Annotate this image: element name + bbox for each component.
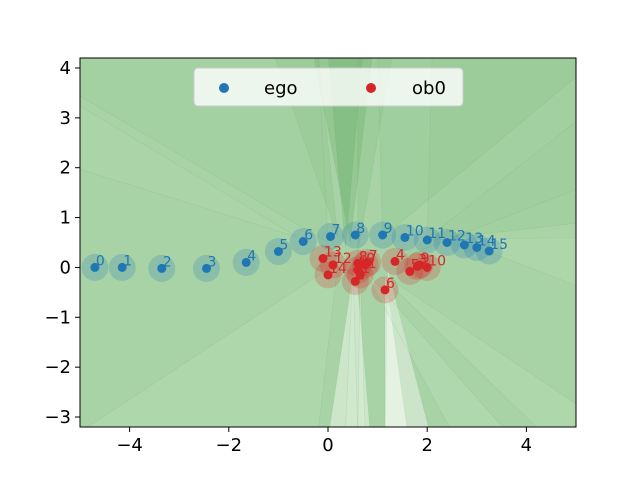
point-label-ego-13: 13 bbox=[465, 231, 483, 247]
point-ego-9 bbox=[378, 230, 388, 240]
visibility-wedge bbox=[87, 261, 339, 427]
legend-box bbox=[193, 67, 464, 107]
point-label-ego-10: 10 bbox=[406, 224, 424, 240]
x-tick-label: 0 bbox=[322, 435, 333, 456]
point-label-ob0-1: 1 bbox=[361, 261, 370, 277]
point-label-ego-14: 14 bbox=[478, 234, 496, 250]
legend-marker-ob0 bbox=[366, 83, 376, 93]
point-label-ego-11: 11 bbox=[428, 226, 446, 242]
point-ego-0 bbox=[90, 262, 100, 272]
y-tick-label: 4 bbox=[60, 58, 71, 79]
point-ob0-14 bbox=[323, 270, 333, 280]
point-label-ego-7: 7 bbox=[332, 223, 341, 239]
point-label-ego-3: 3 bbox=[208, 254, 217, 270]
point-ob0-11 bbox=[353, 265, 363, 275]
point-label-ob0-8: 8 bbox=[359, 249, 368, 265]
point-ob0-10 bbox=[422, 262, 432, 272]
point-label-ob0-6: 6 bbox=[386, 276, 395, 292]
point-ob0-2 bbox=[350, 276, 360, 286]
point-label-ob0-9: 9 bbox=[421, 251, 430, 267]
visibility-wedge bbox=[384, 267, 429, 427]
point-label-ob0-2: 2 bbox=[356, 267, 365, 283]
point-label-ego-2: 2 bbox=[163, 254, 172, 270]
point-label-ob0-12: 12 bbox=[334, 251, 352, 267]
point-ob0-5 bbox=[405, 266, 415, 276]
y-tick-label: −2 bbox=[44, 357, 71, 378]
point-label-ob0-10: 10 bbox=[428, 253, 446, 269]
point-ego-7 bbox=[326, 232, 335, 241]
y-tick-label: 0 bbox=[60, 257, 71, 278]
point-label-ob0-5: 5 bbox=[411, 257, 420, 273]
x-tick-label: 4 bbox=[521, 435, 532, 456]
point-label-ob0-4: 4 bbox=[396, 247, 405, 263]
point-label-ego-15: 15 bbox=[490, 237, 508, 253]
point-ego-14 bbox=[472, 243, 482, 252]
visibility-wedge bbox=[80, 105, 299, 238]
data-points bbox=[90, 230, 494, 295]
point-label-ob0-7: 7 bbox=[369, 248, 378, 264]
y-axis: −3 −2 −1 0 1 2 3 4 bbox=[44, 58, 80, 428]
point-label-ego-5: 5 bbox=[279, 238, 288, 254]
point-label-ob0-0: 0 bbox=[366, 251, 375, 267]
point-ego-15 bbox=[484, 246, 494, 256]
x-tick-label: −2 bbox=[216, 435, 243, 456]
point-ego-1 bbox=[117, 262, 127, 272]
point-label-ego-8: 8 bbox=[356, 221, 365, 237]
y-tick-label: −1 bbox=[44, 307, 71, 328]
y-tick-label: 1 bbox=[60, 208, 71, 229]
point-ob0-12 bbox=[328, 260, 338, 270]
legend: ego ob0 bbox=[193, 67, 464, 107]
point-label-ob0-14: 14 bbox=[329, 261, 347, 277]
visibility-wedge bbox=[357, 267, 366, 427]
point-ego-3 bbox=[202, 263, 211, 273]
point-label-ob0-3: 3 bbox=[418, 252, 427, 268]
visibility-wedge bbox=[357, 58, 392, 253]
legend-label-ego: ego bbox=[264, 78, 298, 99]
x-axis: −4 −2 0 2 4 bbox=[116, 427, 532, 456]
point-label-ego-9: 9 bbox=[384, 221, 393, 237]
point-label-ego-6: 6 bbox=[304, 228, 313, 244]
point-ob0-6 bbox=[380, 285, 390, 295]
point-ego-4 bbox=[241, 257, 251, 267]
x-tick-label: −4 bbox=[116, 435, 143, 456]
point-label-ob0-11: 11 bbox=[359, 256, 377, 272]
y-tick-label: −3 bbox=[44, 407, 71, 428]
point-label-ob0-13: 13 bbox=[324, 245, 342, 261]
visibility-wedge bbox=[329, 257, 371, 427]
y-tick-label: 3 bbox=[60, 108, 71, 129]
y-tick-label: 2 bbox=[60, 158, 71, 179]
point-ob0-4 bbox=[390, 256, 400, 266]
point-ego-2 bbox=[157, 263, 167, 273]
point-ob0-9 bbox=[415, 260, 425, 270]
x-tick-label: 2 bbox=[421, 435, 432, 456]
point-ob0-7 bbox=[363, 257, 373, 267]
visibility-wedge bbox=[372, 267, 576, 427]
point-ego-12 bbox=[442, 238, 452, 247]
legend-marker-ego bbox=[219, 83, 229, 93]
legend-label-ob0: ob0 bbox=[412, 78, 446, 99]
point-label-ego-12: 12 bbox=[448, 229, 466, 245]
point-ego-8 bbox=[350, 230, 360, 240]
point-ob0-8 bbox=[353, 258, 363, 268]
plot-background bbox=[80, 58, 576, 427]
point-ego-5 bbox=[273, 247, 283, 256]
point-label-ego-0: 0 bbox=[96, 253, 105, 269]
visibility-wedge bbox=[402, 121, 576, 258]
point-ego-6 bbox=[298, 237, 308, 246]
point-ego-11 bbox=[422, 235, 432, 245]
visibility-wedge bbox=[345, 267, 358, 427]
point-label-ego-1: 1 bbox=[123, 253, 132, 269]
visibility-wedge bbox=[362, 267, 503, 427]
point-ego-13 bbox=[459, 240, 469, 250]
visibility-wedge bbox=[426, 58, 576, 241]
point-label-ego-4: 4 bbox=[247, 248, 256, 264]
point-ob0-13 bbox=[318, 254, 328, 263]
point-ego-10 bbox=[400, 233, 410, 242]
visibility-wedge bbox=[451, 222, 576, 286]
